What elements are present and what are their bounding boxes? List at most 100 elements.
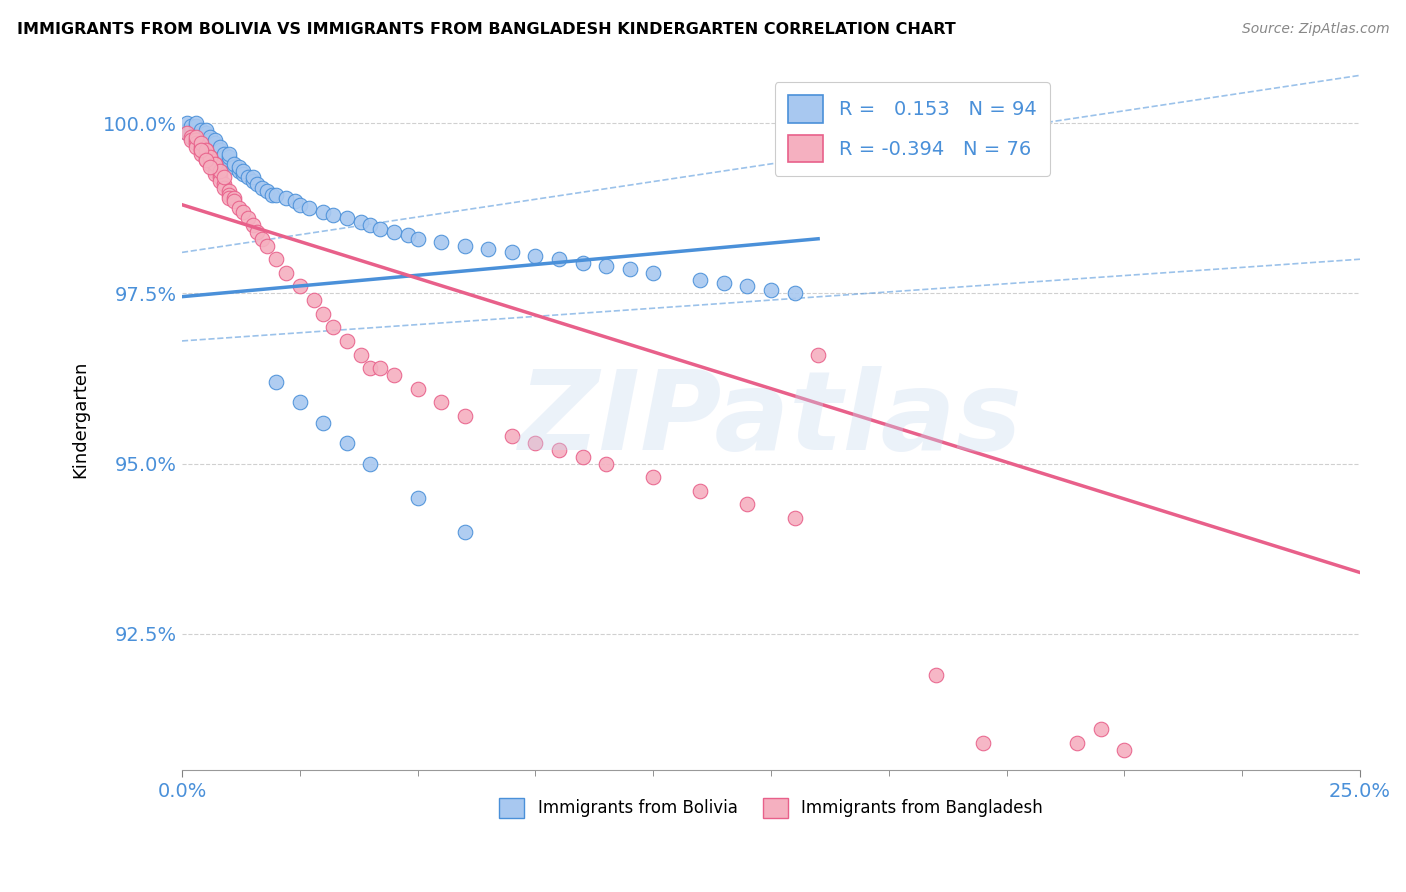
Point (200, 140, 222, 154)
Point (232, 167, 254, 181)
Point (190, 126, 212, 140)
Point (194, 133, 217, 147)
Point (204, 167, 226, 181)
Point (184, 123, 207, 137)
Point (260, 187, 283, 202)
Point (264, 252, 287, 267)
Point (396, 228, 419, 243)
Point (382, 368, 405, 382)
Point (232, 204, 254, 219)
Point (190, 143, 212, 157)
Point (783, 286, 806, 301)
Point (359, 457, 381, 471)
Point (200, 161, 222, 175)
Point (190, 133, 212, 147)
Point (208, 167, 231, 181)
Point (190, 129, 212, 144)
Point (208, 146, 231, 161)
Point (406, 491, 429, 505)
Point (184, 126, 207, 140)
Point (214, 153, 236, 168)
Point (176, 116, 198, 130)
Point (218, 191, 240, 205)
Point (524, 436, 547, 450)
Point (194, 153, 217, 168)
Point (246, 178, 269, 192)
Point (619, 262, 641, 277)
Point (454, 524, 477, 539)
Point (454, 238, 477, 252)
Point (359, 361, 381, 376)
Point (242, 174, 264, 188)
Point (250, 180, 273, 194)
Point (200, 150, 222, 164)
Point (737, 279, 759, 293)
Point (737, 497, 759, 511)
Point (759, 283, 782, 297)
Point (336, 334, 359, 348)
Point (194, 150, 217, 164)
Point (925, 667, 948, 681)
Point (204, 133, 226, 147)
Point (430, 235, 453, 250)
Point (430, 395, 453, 409)
Point (246, 225, 269, 239)
Point (208, 143, 231, 157)
Point (406, 382, 429, 396)
Point (336, 211, 359, 226)
Point (208, 150, 231, 164)
Point (208, 163, 231, 178)
Point (218, 187, 240, 202)
Point (200, 143, 222, 157)
Point (312, 307, 335, 321)
Point (972, 736, 994, 750)
Point (302, 293, 325, 307)
Point (288, 395, 311, 409)
Point (204, 143, 226, 157)
Point (214, 180, 236, 194)
Point (208, 174, 231, 188)
Point (194, 153, 217, 168)
Point (204, 163, 226, 178)
Point (288, 198, 311, 212)
Point (194, 146, 217, 161)
Point (204, 136, 226, 151)
Point (312, 204, 335, 219)
Text: IMMIGRANTS FROM BOLIVIA VS IMMIGRANTS FROM BANGLADESH KINDERGARTEN CORRELATION C: IMMIGRANTS FROM BOLIVIA VS IMMIGRANTS FR… (17, 22, 956, 37)
Point (184, 120, 207, 134)
Point (256, 238, 278, 252)
Text: Source: ZipAtlas.com: Source: ZipAtlas.com (1241, 22, 1389, 37)
Point (200, 133, 222, 147)
Point (208, 140, 231, 154)
Point (200, 150, 222, 164)
Point (242, 170, 264, 185)
Point (501, 245, 523, 260)
Point (274, 191, 297, 205)
Point (180, 129, 202, 144)
Point (807, 347, 830, 361)
Point (783, 511, 806, 525)
Point (312, 416, 335, 430)
Point (288, 279, 311, 293)
Point (200, 157, 222, 171)
Y-axis label: Kindergarten: Kindergarten (72, 360, 89, 478)
Point (298, 201, 321, 215)
Point (643, 266, 665, 280)
Point (184, 133, 207, 147)
Point (1066, 736, 1088, 750)
Point (232, 163, 254, 178)
Point (524, 249, 547, 263)
Point (406, 232, 429, 246)
Point (595, 457, 617, 471)
Point (190, 146, 212, 161)
Point (689, 273, 711, 287)
Point (1114, 742, 1136, 756)
Point (184, 129, 207, 144)
Point (184, 136, 207, 151)
Point (222, 161, 245, 175)
Point (194, 143, 217, 157)
Point (190, 123, 212, 137)
Point (264, 187, 287, 202)
Point (180, 120, 202, 134)
Point (180, 123, 202, 137)
